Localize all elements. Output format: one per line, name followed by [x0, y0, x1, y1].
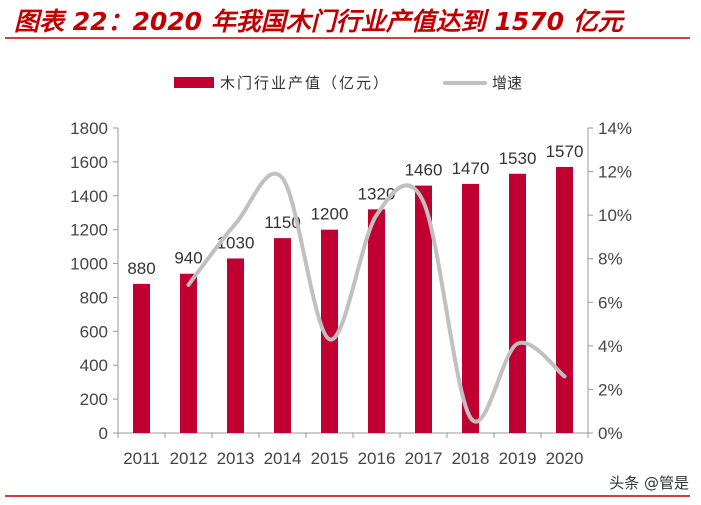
x-tick-label: 2015: [311, 449, 349, 468]
bar-data-label: 1570: [546, 142, 584, 161]
y-left-tick-label: 1600: [70, 153, 108, 172]
y-right-tick-label: 8%: [598, 250, 623, 269]
bar-2019: [509, 173, 526, 433]
bar-data-label: 880: [127, 259, 155, 278]
x-tick-label: 2013: [217, 449, 255, 468]
y-left-tick-label: 600: [80, 322, 108, 341]
bar-data-label: 1470: [452, 159, 490, 178]
y-left-tick-label: 200: [80, 390, 108, 409]
bar-2020: [556, 166, 573, 433]
bar-2011: [133, 283, 150, 433]
x-tick-label: 2018: [452, 449, 490, 468]
y-right-tick-label: 2%: [598, 380, 623, 399]
bar-2017: [415, 185, 432, 433]
chart-title: 图表 22：2020 年我国木门行业产值达到 1570 亿元: [14, 7, 623, 36]
x-tick-label: 2019: [499, 449, 537, 468]
legend-bar-label: 木门行业产值（亿元）: [220, 75, 390, 92]
legend-line-label: 增速: [492, 75, 522, 92]
y-left-tick-label: 400: [80, 356, 108, 375]
x-tick-label: 2020: [546, 449, 584, 468]
y-right-tick-label: 4%: [598, 337, 623, 356]
legend-bar-swatch: [174, 77, 214, 88]
bar-2018: [462, 183, 479, 433]
bar-data-label: 1150: [264, 213, 301, 232]
x-tick-label: 2014: [264, 449, 302, 468]
y-left-tick-label: 1200: [70, 221, 108, 240]
bar-2013: [227, 258, 244, 433]
y-right-tick-label: 12%: [598, 163, 632, 182]
bar-data-label: 1460: [405, 161, 443, 180]
y-right-tick-label: 10%: [598, 206, 632, 225]
bar-data-label: 1530: [499, 149, 537, 168]
bar-2014: [274, 238, 291, 433]
y-left-tick-label: 800: [80, 288, 108, 307]
bar-2016: [368, 209, 385, 433]
y-left-tick-label: 1000: [70, 255, 108, 274]
x-tick-label: 2016: [358, 449, 396, 468]
x-tick-label: 2011: [123, 449, 160, 468]
y-right-tick-label: 0%: [598, 424, 623, 443]
bar-2015: [321, 229, 338, 433]
bar-data-label: 940: [174, 249, 202, 268]
y-left-tick-label: 1400: [70, 187, 108, 206]
x-tick-label: 2017: [405, 449, 443, 468]
watermark-source: 头条 @管是: [609, 474, 689, 492]
y-left-tick-label: 0: [99, 424, 108, 443]
y-right-tick-label: 6%: [598, 293, 623, 312]
y-left-tick-label: 1800: [70, 119, 108, 138]
y-right-tick-label: 14%: [598, 119, 632, 138]
bar-2012: [180, 273, 197, 433]
bar-data-label: 1200: [311, 205, 349, 224]
x-tick-label: 2012: [170, 449, 208, 468]
